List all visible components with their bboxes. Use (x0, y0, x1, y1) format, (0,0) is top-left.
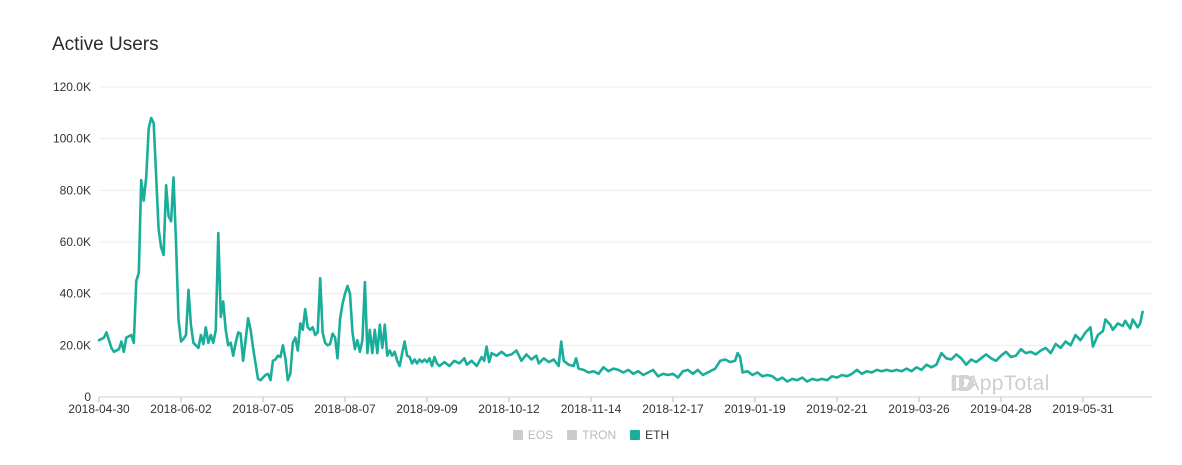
x-tick-label: 2018-08-07 (314, 402, 376, 416)
grid-lines (99, 86, 1152, 398)
x-tick-label: 2019-04-28 (970, 402, 1032, 416)
x-tick-label: 2018-07-05 (232, 402, 294, 416)
y-tick-label: 0 (84, 390, 91, 404)
legend-item-eos[interactable]: EOS (512, 428, 554, 442)
series-group (97, 116, 1144, 383)
x-tick-label: 2019-05-31 (1052, 402, 1114, 416)
chart-title: Active Users (52, 34, 159, 55)
y-tick-label: 100.0K (53, 132, 91, 146)
x-tick-label: 2018-09-09 (396, 402, 458, 416)
series-line-eth (97, 116, 1144, 383)
x-tick-label: 2018-04-30 (68, 402, 130, 416)
y-tick-label: 120.0K (53, 80, 91, 94)
x-tick-label: 2018-06-02 (150, 402, 212, 416)
x-tick-label: 2018-11-14 (561, 402, 622, 416)
legend-item-eth[interactable]: ETH (630, 428, 669, 442)
legend-label: ETH (645, 428, 670, 442)
legend-label: TRON (582, 428, 617, 442)
x-tick-label: 2019-03-26 (888, 402, 950, 416)
x-tick-label: 2018-12-17 (642, 402, 704, 416)
dapptotal-logo-icon (952, 375, 974, 391)
x-axis-ticks: 2018-04-30 2018-06-02 2018-07-05 2018-08-07… (68, 397, 1114, 416)
legend-swatch (630, 430, 641, 440)
x-tick-label: 2019-01-19 (724, 402, 786, 416)
y-axis-ticks: 0 20.0K 40.0K 60.0K 80.0K 100.0K 120.0K (53, 80, 91, 404)
y-tick-label: 40.0K (60, 287, 91, 301)
x-tick-label: 2018-10-12 (478, 402, 540, 416)
legend: EOS TRON ETH (0, 428, 1182, 442)
legend-swatch (512, 430, 523, 440)
legend-label: EOS (527, 428, 554, 442)
y-tick-label: 20.0K (60, 338, 91, 352)
watermark-text: DAppTotal (950, 372, 1050, 395)
legend-item-tron[interactable]: TRON (567, 428, 616, 442)
watermark: DAppTotal (950, 372, 1050, 396)
y-tick-label: 60.0K (60, 235, 91, 249)
legend-swatch (567, 430, 578, 440)
y-tick-label: 80.0K (60, 183, 91, 197)
x-tick-label: 2019-02-21 (806, 402, 868, 416)
